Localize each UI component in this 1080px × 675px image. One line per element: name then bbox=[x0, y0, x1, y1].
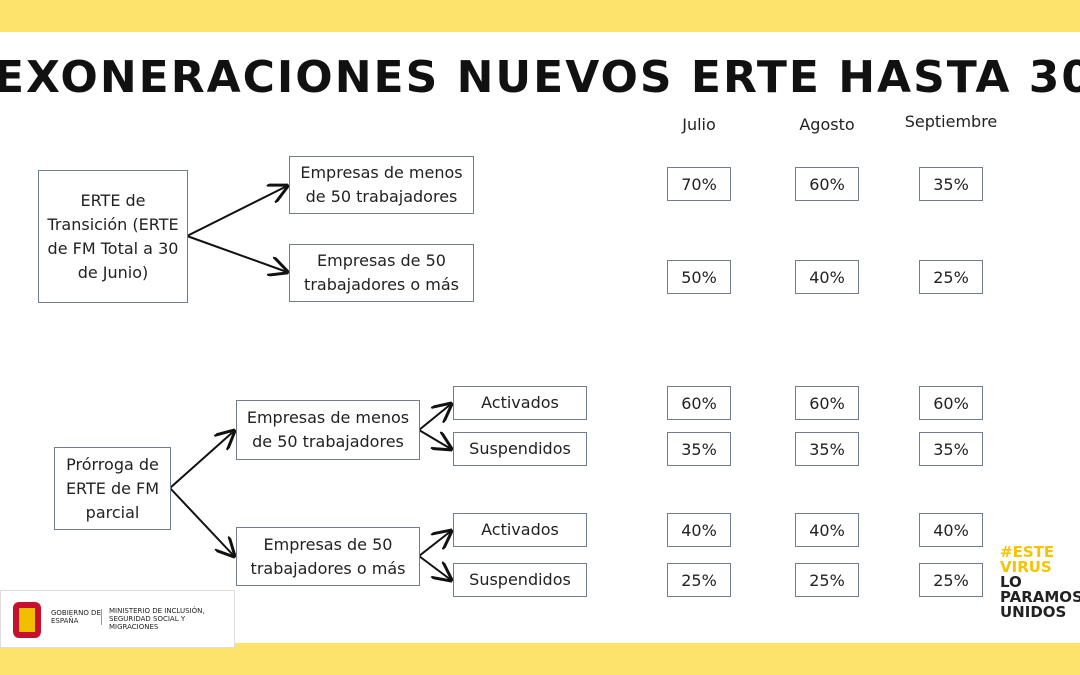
column-header: Septiembre bbox=[904, 112, 998, 131]
percent-cell: 35% bbox=[795, 432, 859, 466]
percent-cell: 40% bbox=[667, 513, 731, 547]
column-header: Agosto bbox=[799, 115, 855, 134]
branch-box: Empresas de 50 trabajadores o más bbox=[236, 527, 420, 586]
ministry-text: MINISTERIO DE INCLUSIÓN, SEGURIDAD SOCIA… bbox=[109, 607, 205, 631]
percent-cell: 25% bbox=[919, 260, 983, 294]
group-box: ERTE de Transición (ERTE de FM Total a 3… bbox=[38, 170, 188, 303]
gov-text: GOBIERNO DE ESPAÑA bbox=[51, 609, 102, 625]
percent-cell: 25% bbox=[795, 563, 859, 597]
percent-cell: 40% bbox=[919, 513, 983, 547]
percent-cell: 35% bbox=[667, 432, 731, 466]
branch-box: Empresas de menos de 50 trabajadores bbox=[289, 156, 474, 214]
status-box: Suspendidos bbox=[453, 563, 587, 597]
percent-cell: 40% bbox=[795, 513, 859, 547]
branch-box: Empresas de menos de 50 trabajadores bbox=[236, 400, 420, 460]
column-header: Julio bbox=[682, 115, 716, 134]
percent-cell: 35% bbox=[919, 167, 983, 201]
status-box: Suspendidos bbox=[453, 432, 587, 466]
percent-cell: 35% bbox=[919, 432, 983, 466]
title: EXONERACIONES NUEVOS ERTE HASTA 30 SEP bbox=[0, 52, 1080, 103]
campaign-line: UNIDOS bbox=[1000, 603, 1067, 621]
percent-cell: 60% bbox=[795, 167, 859, 201]
percent-cell: 60% bbox=[919, 386, 983, 420]
campaign-logo: #ESTE VIRUS LO PARAMOS UNIDOS bbox=[1000, 545, 1080, 620]
percent-cell: 60% bbox=[667, 386, 731, 420]
percent-cell: 25% bbox=[667, 563, 731, 597]
percent-cell: 40% bbox=[795, 260, 859, 294]
percent-cell: 25% bbox=[919, 563, 983, 597]
top-band bbox=[0, 0, 1080, 32]
bottom-band bbox=[0, 643, 1080, 675]
gov-logo: GOBIERNO DE ESPAÑA MINISTERIO DE INCLUSI… bbox=[0, 590, 235, 648]
percent-cell: 50% bbox=[667, 260, 731, 294]
campaign-line: LO PARAMOS bbox=[1000, 573, 1080, 606]
percent-cell: 60% bbox=[795, 386, 859, 420]
group-box: Prórroga de ERTE de FM parcial bbox=[54, 447, 171, 530]
campaign-line: #ESTE VIRUS bbox=[1000, 543, 1055, 576]
status-box: Activados bbox=[453, 386, 587, 420]
percent-cell: 70% bbox=[667, 167, 731, 201]
branch-box: Empresas de 50 trabajadores o más bbox=[289, 244, 474, 302]
status-box: Activados bbox=[453, 513, 587, 547]
coat-of-arms bbox=[13, 602, 41, 638]
